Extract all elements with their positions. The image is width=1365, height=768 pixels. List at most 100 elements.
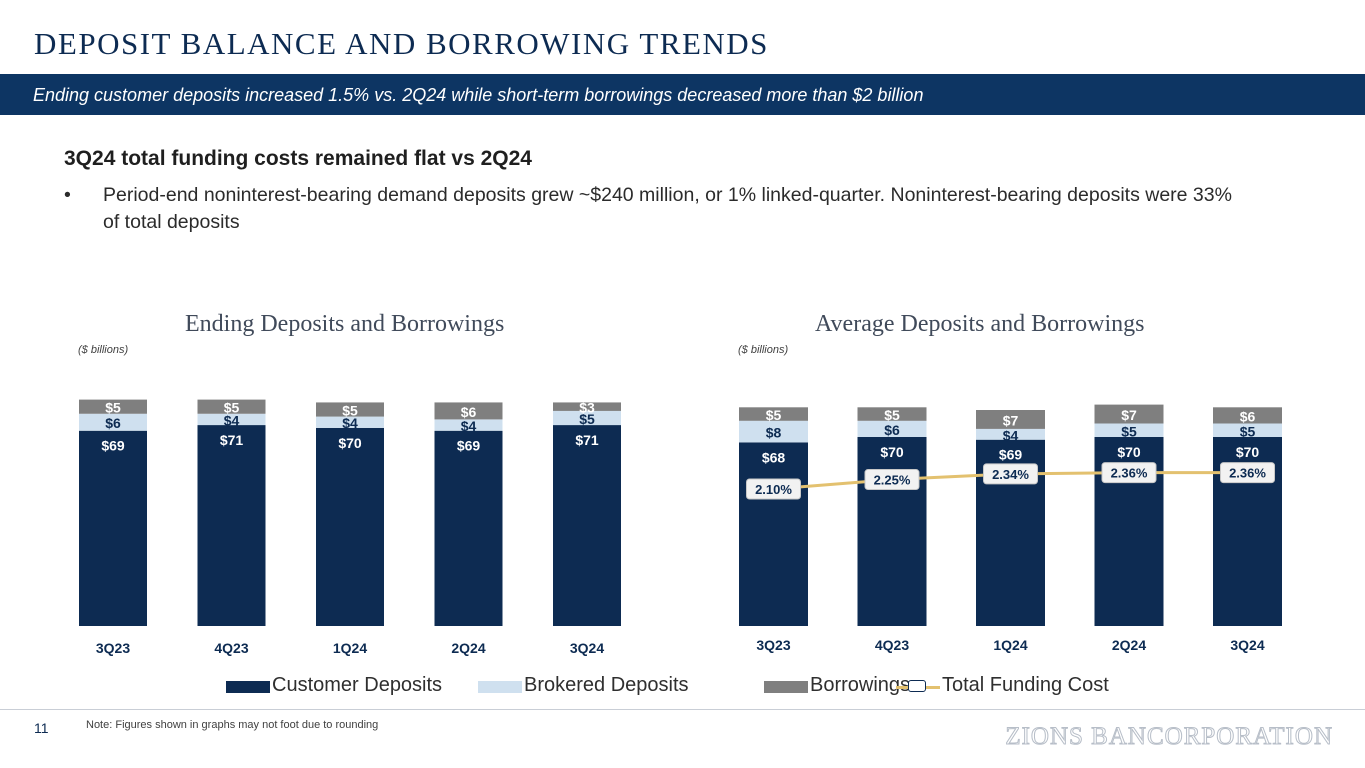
ending-bar-brokered-deposits-1Q24 bbox=[316, 416, 384, 428]
legend-swatch-brokered bbox=[478, 681, 522, 693]
average-label-customer-deposits-1Q24: $69 bbox=[999, 447, 1023, 463]
average-bar-borrowings-2Q24 bbox=[1094, 404, 1164, 424]
ending-label-borrowings-1Q24: $5 bbox=[342, 403, 358, 419]
average-label-borrowings-2Q24: $7 bbox=[1121, 407, 1137, 423]
ending-bar-brokered-deposits-2Q24 bbox=[434, 419, 503, 431]
ending-chart-title: Ending Deposits and Borrowings bbox=[185, 311, 505, 337]
ending-bar-customer-deposits-1Q24 bbox=[316, 427, 384, 626]
ending-tick-3Q23: 3Q23 bbox=[96, 640, 130, 656]
average-chart-units: ($ billions) bbox=[738, 344, 789, 356]
average-bar-borrowings-1Q24 bbox=[976, 410, 1045, 429]
average-bar-borrowings-3Q24 bbox=[1213, 407, 1282, 424]
ending-bar-brokered-deposits-4Q23 bbox=[197, 413, 266, 426]
ending-bar-customer-deposits-3Q24 bbox=[553, 425, 621, 626]
company-logo: ZIONS BANCORPORATION bbox=[1005, 723, 1333, 751]
average-label-brokered-deposits-3Q24: $5 bbox=[1240, 423, 1256, 439]
average-bar-brokered-deposits-2Q24 bbox=[1094, 423, 1164, 437]
average-label-borrowings-1Q24: $7 bbox=[1003, 412, 1019, 428]
subtitle-banner: Ending customer deposits increased 1.5% … bbox=[0, 74, 1365, 115]
average-bar-brokered-deposits-3Q24 bbox=[1213, 423, 1282, 437]
ending-tick-3Q24: 3Q24 bbox=[570, 640, 604, 656]
funding-cost-point-4Q23 bbox=[864, 469, 920, 491]
average-label-customer-deposits-4Q23: $70 bbox=[880, 444, 904, 460]
bullet-text: Period-end noninterest-bearing demand de… bbox=[103, 184, 1232, 233]
average-label-brokered-deposits-4Q23: $6 bbox=[884, 422, 900, 438]
funding-cost-point-2Q24 bbox=[1101, 462, 1157, 484]
average-label-borrowings-3Q24: $6 bbox=[1240, 408, 1256, 424]
legend-label-funding: Total Funding Cost bbox=[942, 674, 1109, 696]
average-bar-customer-deposits-4Q23 bbox=[857, 437, 927, 626]
ending-label-customer-deposits-1Q24: $70 bbox=[338, 435, 362, 451]
footer-divider bbox=[0, 709, 1365, 710]
ending-bar-borrowings-2Q24 bbox=[434, 402, 503, 420]
ending-bar-customer-deposits-4Q23 bbox=[197, 425, 266, 626]
average-tick-3Q23: 3Q23 bbox=[756, 637, 790, 653]
average-label-customer-deposits-2Q24: $70 bbox=[1117, 444, 1141, 460]
average-bar-brokered-deposits-4Q23 bbox=[857, 420, 927, 437]
funding-cost-label-3Q23: 2.10% bbox=[755, 482, 792, 497]
ending-chart-units: ($ billions) bbox=[78, 344, 129, 356]
ending-bar-borrowings-1Q24 bbox=[316, 402, 384, 417]
page-title: DEPOSIT BALANCE AND BORROWING TRENDS bbox=[34, 26, 769, 61]
ending-bar-borrowings-4Q23 bbox=[197, 399, 266, 414]
funding-cost-label-3Q24: 2.36% bbox=[1229, 466, 1266, 481]
banner-text: Ending customer deposits increased 1.5% … bbox=[33, 85, 924, 105]
average-tick-1Q24: 1Q24 bbox=[993, 637, 1027, 653]
legend-label-customer: Customer Deposits bbox=[272, 674, 443, 696]
funding-cost-label-4Q23: 2.25% bbox=[874, 473, 911, 488]
ending-bar-brokered-deposits-3Q24 bbox=[553, 410, 621, 426]
ending-label-brokered-deposits-3Q24: $5 bbox=[579, 411, 595, 427]
average-bar-borrowings-4Q23 bbox=[857, 407, 927, 421]
average-label-brokered-deposits-2Q24: $5 bbox=[1121, 423, 1137, 439]
section-headline: 3Q24 total funding costs remained flat v… bbox=[64, 147, 532, 170]
ending-tick-4Q23: 4Q23 bbox=[214, 640, 248, 656]
ending-bar-brokered-deposits-3Q23 bbox=[79, 413, 147, 431]
ending-label-borrowings-3Q24: $3 bbox=[579, 400, 595, 416]
average-label-borrowings-4Q23: $5 bbox=[884, 407, 900, 423]
average-bar-brokered-deposits-3Q23 bbox=[739, 420, 808, 443]
funding-cost-label-2Q24: 2.36% bbox=[1111, 466, 1148, 481]
average-label-customer-deposits-3Q24: $70 bbox=[1236, 444, 1260, 460]
ending-label-customer-deposits-3Q23: $69 bbox=[101, 438, 125, 454]
footnote: Note: Figures shown in graphs may not fo… bbox=[86, 719, 379, 731]
ending-label-customer-deposits-3Q24: $71 bbox=[575, 432, 599, 448]
funding-cost-label-1Q24: 2.34% bbox=[992, 467, 1029, 482]
bullet-marker: • bbox=[64, 184, 71, 206]
ending-label-customer-deposits-2Q24: $69 bbox=[457, 438, 481, 454]
funding-cost-point-3Q24 bbox=[1220, 462, 1275, 484]
legend-swatch-borrowings bbox=[764, 681, 808, 693]
ending-label-customer-deposits-4Q23: $71 bbox=[220, 432, 244, 448]
average-label-brokered-deposits-1Q24: $4 bbox=[1003, 427, 1019, 443]
ending-bar-customer-deposits-2Q24 bbox=[434, 430, 503, 626]
average-label-brokered-deposits-3Q23: $8 bbox=[766, 425, 782, 441]
ending-label-brokered-deposits-4Q23: $4 bbox=[224, 412, 240, 428]
average-bar-borrowings-3Q23 bbox=[739, 407, 808, 421]
ending-label-brokered-deposits-3Q23: $6 bbox=[105, 415, 121, 431]
average-bar-customer-deposits-3Q23 bbox=[739, 442, 808, 626]
legend-swatch-funding-marker bbox=[908, 680, 926, 692]
average-chart-title: Average Deposits and Borrowings bbox=[815, 311, 1145, 337]
ending-label-brokered-deposits-1Q24: $4 bbox=[342, 415, 358, 431]
ending-label-borrowings-4Q23: $5 bbox=[224, 400, 240, 416]
ending-bar-borrowings-3Q24 bbox=[553, 402, 621, 411]
average-tick-2Q24: 2Q24 bbox=[1112, 637, 1146, 653]
ending-label-borrowings-3Q23: $5 bbox=[105, 400, 121, 416]
ending-bar-customer-deposits-3Q23 bbox=[79, 430, 147, 626]
legend-label-borrowings: Borrowings bbox=[810, 674, 911, 696]
ending-label-borrowings-2Q24: $6 bbox=[461, 404, 477, 420]
funding-cost-point-3Q23 bbox=[746, 478, 801, 500]
ending-label-brokered-deposits-2Q24: $4 bbox=[461, 418, 477, 434]
average-label-customer-deposits-3Q23: $68 bbox=[762, 449, 786, 465]
legend-label-brokered: Brokered Deposits bbox=[524, 674, 689, 696]
page-number: 11 bbox=[34, 720, 49, 736]
average-tick-3Q24: 3Q24 bbox=[1230, 637, 1264, 653]
average-label-borrowings-3Q23: $5 bbox=[766, 407, 782, 423]
legend-swatch-customer bbox=[226, 681, 270, 693]
funding-cost-point-1Q24 bbox=[983, 463, 1038, 485]
ending-bar-borrowings-3Q23 bbox=[79, 399, 147, 414]
average-tick-4Q23: 4Q23 bbox=[875, 637, 909, 653]
ending-tick-1Q24: 1Q24 bbox=[333, 640, 367, 656]
ending-tick-2Q24: 2Q24 bbox=[451, 640, 485, 656]
average-bar-brokered-deposits-1Q24 bbox=[976, 428, 1045, 440]
